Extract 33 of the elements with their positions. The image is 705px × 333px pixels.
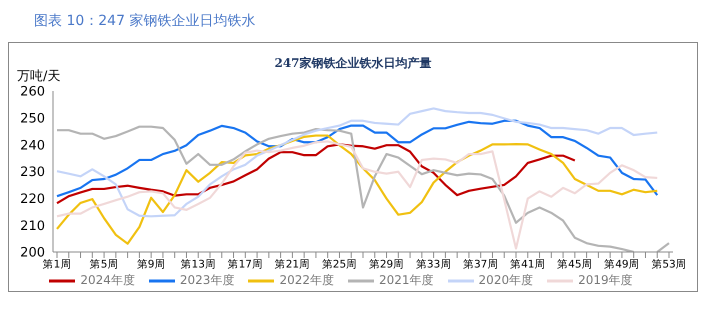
- x-tick-label: 第1周: [42, 258, 72, 270]
- y-tick-label: 260: [20, 84, 45, 100]
- x-tick-label: 第13周: [180, 258, 216, 270]
- x-tick-label: 第9周: [136, 258, 166, 270]
- x-tick-label: 第37周: [463, 258, 498, 270]
- x-tick-label: 第53周: [651, 258, 687, 270]
- line-series: [56, 120, 658, 198]
- line-series: [56, 143, 576, 204]
- y-axis-title: 万吨/天: [17, 68, 60, 85]
- legend-label: 2023年度: [178, 272, 234, 289]
- x-tick-label: 第29周: [368, 258, 404, 270]
- y-tick-label: 200: [20, 246, 45, 261]
- x-tick-label: 第21周: [274, 258, 310, 270]
- legend-label: 2022年度: [278, 272, 334, 289]
- x-tick-label: 第5周: [90, 258, 118, 270]
- y-tick-label: 250: [20, 111, 45, 126]
- legend-label: 2024年度: [79, 272, 135, 289]
- x-tick-label: 第33周: [416, 258, 452, 270]
- legend-label: 2019年度: [577, 272, 633, 289]
- y-tick-label: 240: [20, 138, 45, 154]
- y-tick-label: 230: [20, 165, 45, 180]
- x-tick-label: 第17周: [228, 258, 263, 270]
- x-tick-label: 第41周: [510, 258, 546, 270]
- chart-title: 247家钢铁企业铁水日均产量: [274, 56, 432, 70]
- chart-subtitle: 图表 10：247 家钢铁企业日均铁水: [33, 12, 256, 31]
- x-tick-label: 第25周: [322, 258, 358, 270]
- line-series: [56, 107, 658, 218]
- x-tick-label: 第45周: [557, 258, 593, 270]
- y-tick-label: 210: [20, 218, 45, 234]
- x-tick-label: 第49周: [604, 258, 640, 270]
- y-tick-label: 220: [20, 192, 45, 207]
- legend-label: 2020年度: [478, 272, 534, 289]
- legend-label: 2021年度: [378, 272, 434, 289]
